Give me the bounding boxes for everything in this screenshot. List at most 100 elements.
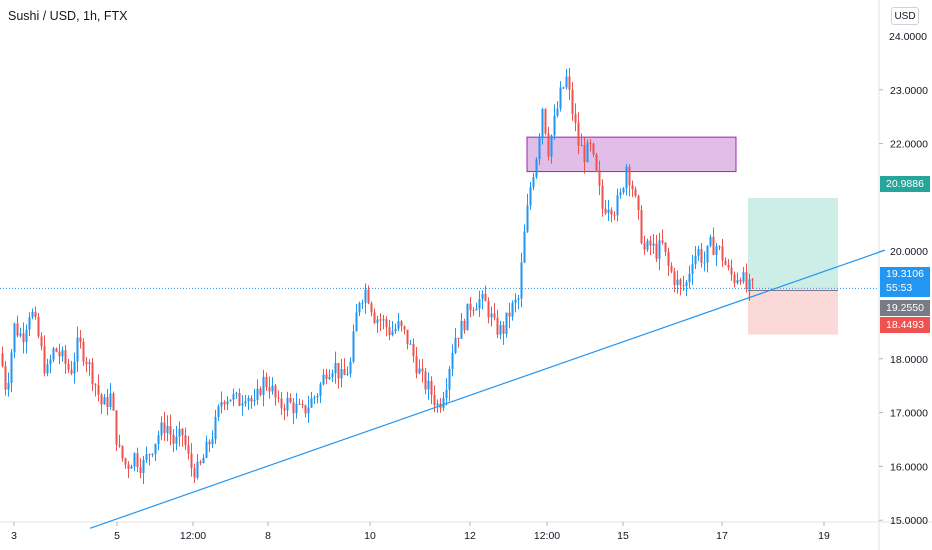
candle-body [505, 312, 508, 334]
candle-body [715, 246, 718, 255]
candle-body [94, 384, 97, 386]
candle-body [256, 388, 259, 400]
candle-body [430, 380, 433, 395]
candle-body [148, 454, 151, 456]
x-tick-label: 12:00 [180, 530, 206, 542]
candle-body [145, 454, 148, 460]
candle-body [46, 364, 49, 374]
candle-body [685, 282, 688, 287]
candle-body [58, 351, 61, 357]
candle-body [97, 384, 100, 395]
y-tick-label: 16.0000 [890, 461, 928, 473]
candle-body [589, 142, 592, 144]
candle-body [178, 428, 181, 437]
candle-body [508, 312, 511, 317]
candle-body [346, 373, 349, 375]
candle-body [211, 439, 214, 445]
candle-body [550, 135, 553, 157]
y-tick-label: 22.0000 [890, 139, 928, 151]
candle-body [43, 346, 46, 374]
candle-body [721, 246, 724, 261]
candle-body [613, 214, 616, 216]
candle-body [592, 143, 595, 155]
candle-body [244, 401, 247, 404]
candle-body [751, 279, 754, 281]
candle-body [742, 272, 745, 282]
candle-body [193, 468, 196, 478]
currency-button[interactable]: USD [891, 7, 919, 25]
candle-body [577, 122, 580, 146]
candle-body [622, 188, 625, 193]
candle-body [535, 159, 538, 178]
candle-body [223, 402, 226, 405]
candle-body [496, 317, 499, 335]
candle-body [556, 108, 559, 116]
candle-body [325, 374, 328, 379]
y-tick-label: 20.0000 [890, 246, 928, 258]
candle-body [580, 145, 583, 147]
candle-body [121, 446, 124, 459]
candle-body [304, 405, 307, 414]
candle-body [517, 298, 520, 300]
candle-body [601, 185, 604, 209]
supply-zone [526, 136, 737, 173]
candle-body [547, 133, 550, 157]
candle-body [457, 337, 460, 339]
x-tick-label: 17 [716, 530, 728, 542]
candle-body [283, 408, 286, 411]
candle-body [154, 443, 157, 455]
candle-body [625, 167, 628, 189]
candle-body [385, 319, 388, 328]
candle-body [322, 374, 325, 385]
candle-body [373, 312, 376, 324]
candle-body [301, 403, 304, 406]
candle-body [448, 368, 451, 390]
candle-body [649, 240, 652, 246]
candle-body [4, 366, 7, 390]
y-tick-label-top: 24.0000 [889, 31, 927, 43]
candle-body [541, 108, 544, 137]
x-tick-label: 8 [265, 530, 271, 542]
candle-body [553, 115, 556, 136]
candle-body [181, 428, 184, 436]
candle-body [571, 89, 574, 115]
candle-body [319, 384, 322, 397]
candle-body [724, 260, 727, 265]
candle-body [658, 240, 661, 259]
candle-body [619, 192, 622, 196]
candle-body [406, 329, 409, 345]
candle-body [88, 362, 91, 365]
candle-body [118, 444, 121, 447]
candle-body [454, 337, 457, 353]
x-tick-label: 3 [11, 530, 17, 542]
candle-body [241, 403, 244, 406]
candle-body [706, 245, 709, 263]
candle-body [730, 267, 733, 275]
candle-body [280, 398, 283, 409]
candle-body [586, 142, 589, 162]
candle-body [703, 262, 706, 264]
candle-body [667, 251, 670, 266]
candle-body [133, 453, 136, 467]
candle-body [733, 274, 736, 284]
candle-body [466, 303, 469, 331]
candle-body [31, 311, 34, 318]
candle-body [682, 285, 685, 287]
x-tick-label: 12:00 [534, 530, 560, 542]
candle-body [250, 398, 253, 402]
candle-body [445, 389, 448, 399]
candle-body [469, 303, 472, 311]
candle-body [595, 154, 598, 171]
candle-body [190, 453, 193, 469]
candle-body [598, 170, 601, 186]
candle-body [529, 187, 532, 206]
candle-body [40, 336, 43, 347]
candle-body [544, 108, 547, 134]
candle-body [358, 303, 361, 313]
candle-body [163, 422, 166, 434]
candle-body [208, 441, 211, 445]
candle-body [739, 279, 742, 282]
candle-body [16, 323, 19, 336]
candle-body [100, 394, 103, 405]
